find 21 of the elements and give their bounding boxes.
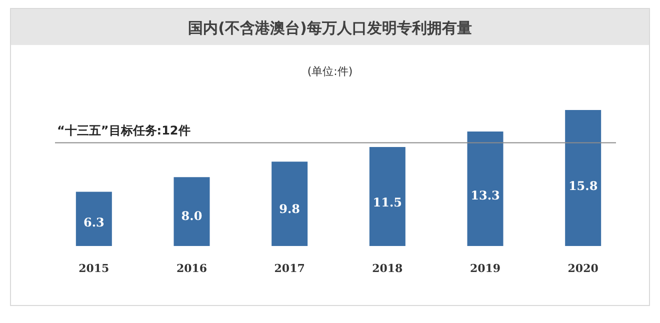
data-label: 13.3: [470, 188, 500, 202]
x-tick-label: 2019: [470, 262, 501, 275]
x-tick-label: 2015: [78, 262, 110, 275]
chart-subtitle: (单位:件): [307, 65, 353, 78]
bar: [76, 192, 112, 246]
x-tick-label: 2017: [274, 262, 305, 275]
x-tick-label: 2016: [176, 262, 208, 275]
bar: [565, 110, 602, 246]
data-label: 6.3: [83, 216, 104, 230]
chart-title: 国内(不含港澳台)每万人口发明专利拥有量: [188, 19, 472, 37]
data-label: 8.0: [181, 209, 202, 224]
data-label: 15.8: [568, 178, 598, 193]
bar: [369, 147, 406, 246]
ref-line-label: “十三五”目标任务:12件: [57, 124, 190, 138]
bar: [174, 177, 210, 246]
data-label: 11.5: [372, 195, 402, 210]
x-tick-label: 2020: [568, 262, 599, 275]
data-label: 9.8: [279, 202, 300, 216]
bar: [272, 162, 308, 246]
bar: [467, 132, 504, 246]
x-tick-label: 2018: [372, 262, 404, 275]
